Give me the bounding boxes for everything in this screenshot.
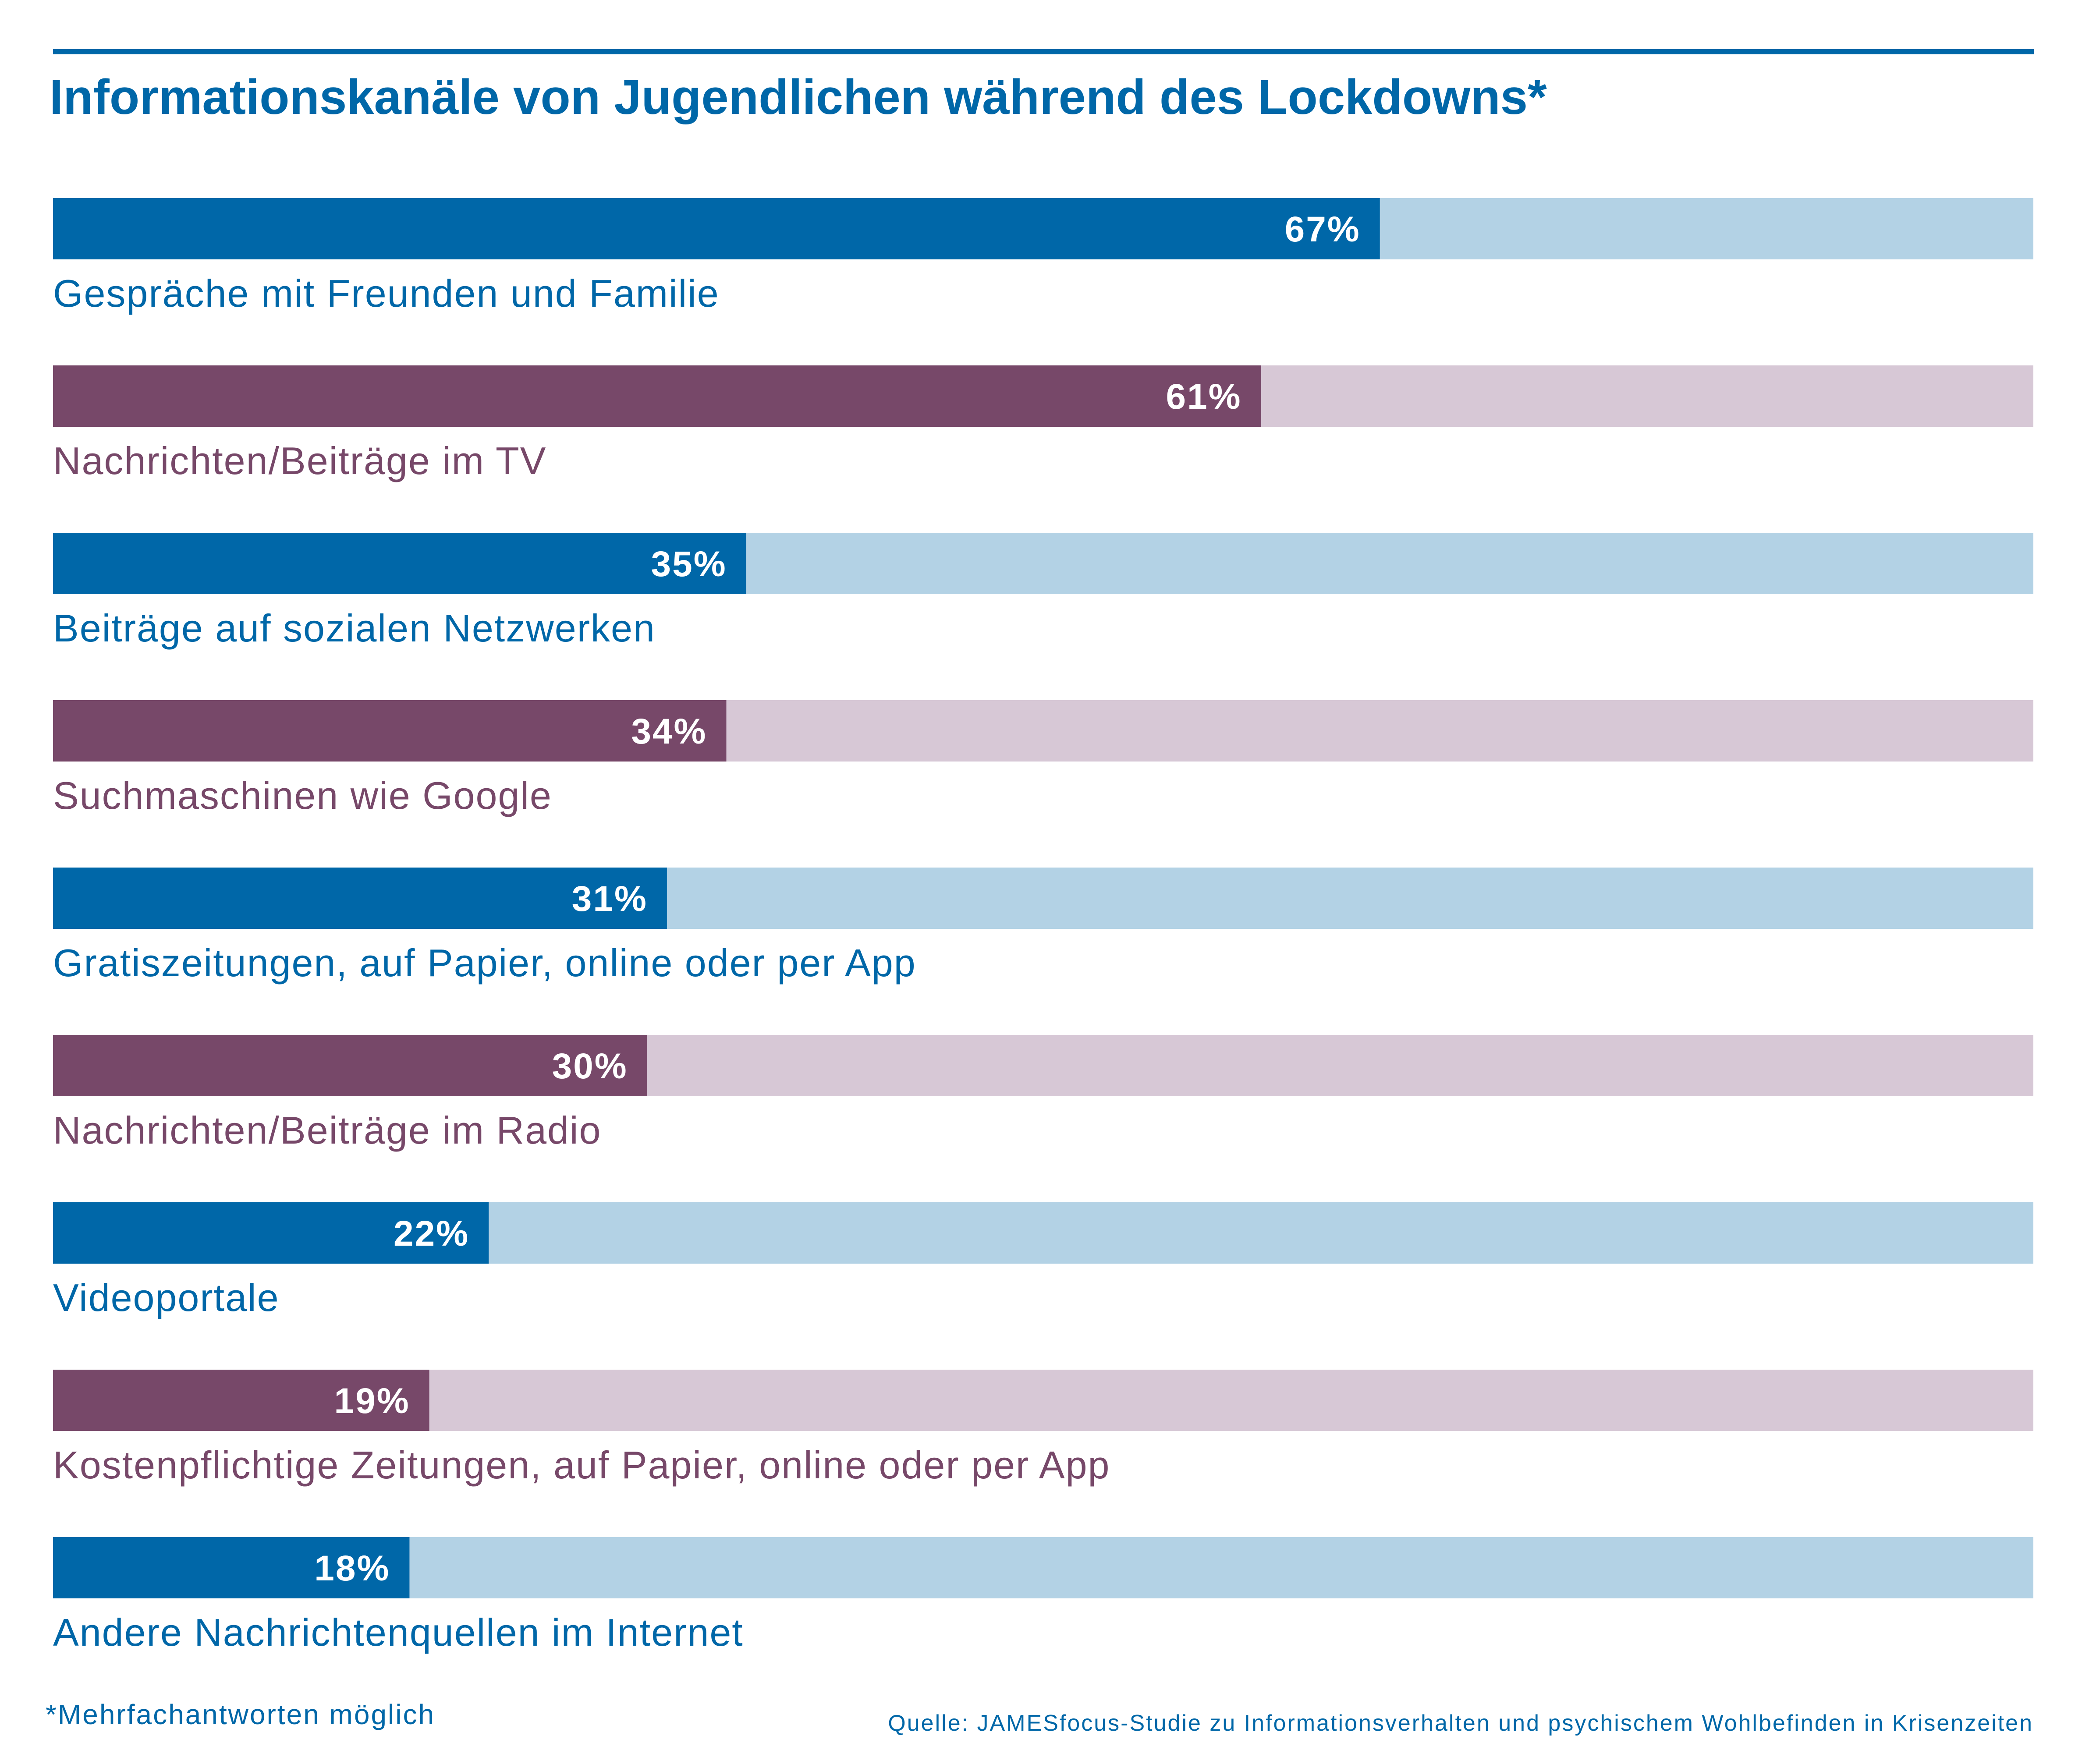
bar-value-label: 67% <box>1285 209 1361 249</box>
bar-value-label: 34% <box>631 712 707 751</box>
bar <box>53 533 746 594</box>
chart-title: Informationskanäle von Jugendlichen währ… <box>50 70 1547 124</box>
bar-value-label: 61% <box>1166 377 1241 417</box>
bar <box>53 365 1261 427</box>
source-note: Quelle: JAMESfocus-Studie zu Information… <box>888 1711 2033 1736</box>
bar-group: 67% Gespräche mit Freunden und Familie 61%… <box>53 198 2033 1654</box>
category-label: Gratiszeitungen, auf Papier, online oder… <box>53 941 916 985</box>
footnote: *Mehrfachantworten möglich <box>46 1699 435 1730</box>
top-rule <box>53 49 2034 54</box>
bar-value-label: 18% <box>314 1548 390 1588</box>
category-label: Beiträge auf sozialen Netzwerken <box>53 606 656 650</box>
bar <box>53 198 1380 259</box>
bar-value-label: 19% <box>334 1381 410 1421</box>
bar <box>53 1370 429 1431</box>
bar <box>53 1202 489 1264</box>
category-label: Gespräche mit Freunden und Familie <box>53 272 720 315</box>
bar-value-label: 31% <box>572 879 648 919</box>
bar <box>53 1035 647 1096</box>
bar-value-label: 35% <box>651 544 727 584</box>
category-label: Kostenpflichtige Zeitungen, auf Papier, … <box>53 1443 1110 1487</box>
bar <box>53 700 727 762</box>
category-label: Videoportale <box>53 1276 280 1319</box>
category-label: Nachrichten/Beiträge im Radio <box>53 1109 601 1152</box>
category-label: Andere Nachrichtenquellen im Internet <box>53 1611 744 1654</box>
category-label: Suchmaschinen wie Google <box>53 774 552 817</box>
bar-value-label: 30% <box>552 1046 628 1086</box>
category-label: Nachrichten/Beiträge im TV <box>53 439 546 482</box>
bar <box>53 868 667 929</box>
bar <box>53 1537 410 1598</box>
bar-value-label: 22% <box>394 1214 469 1254</box>
